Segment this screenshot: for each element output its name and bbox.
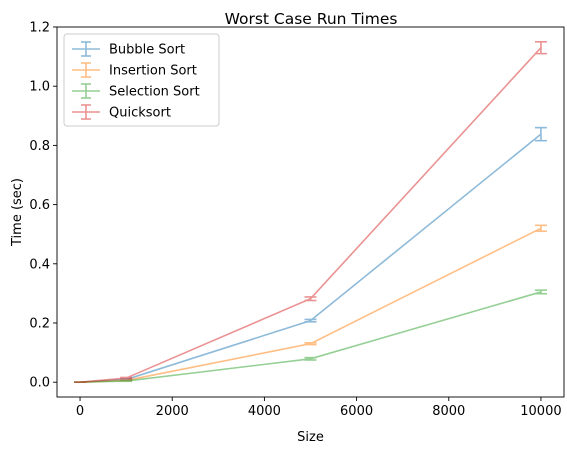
legend-label: Quicksort — [109, 106, 171, 121]
x-tick-label: 4000 — [248, 404, 281, 419]
x-tick-label: 2000 — [156, 404, 189, 419]
x-axis-label: Size — [297, 430, 324, 445]
x-tick-label: 8000 — [432, 404, 465, 419]
y-tick-label: 0.2 — [29, 317, 50, 332]
legend: Bubble Sort Insertion Sort Selection Sort Q… — [63, 33, 220, 127]
series-selection-sort — [74, 289, 547, 384]
y-tick-label: 0.0 — [29, 376, 50, 391]
x-tick-label: 6000 — [340, 404, 373, 419]
y-tick-label: 0.8 — [29, 139, 50, 154]
legend-label: Insertion Sort — [109, 64, 197, 79]
series-layer — [74, 40, 547, 384]
legend-swatch — [72, 83, 100, 99]
chart-title: Worst Case Run Times — [225, 10, 398, 28]
y-tick-label: 0.4 — [29, 257, 50, 272]
series-line — [80, 291, 542, 383]
y-axis-label: Time (sec) — [10, 178, 25, 247]
legend-box — [63, 33, 220, 127]
plot-frame — [56, 26, 565, 398]
x-tick-label: 0 — [76, 404, 84, 419]
y-tick-label: 0.6 — [29, 198, 50, 213]
series-quicksort — [74, 40, 547, 384]
legend-swatch — [72, 104, 100, 120]
legend-swatch — [72, 62, 100, 78]
y-tick-label: 1.0 — [29, 80, 50, 95]
x-tick-label: 10000 — [520, 404, 561, 419]
legend-swatch — [72, 41, 100, 57]
axis-ticks: 0 2000 4000 6000 8000 10000 0.0 0.2 0.4 0.6 0.8 1.0… — [29, 21, 561, 420]
series-line — [79, 47, 542, 383]
legend-label: Bubble Sort — [109, 43, 185, 58]
legend-label: Selection Sort — [109, 85, 200, 100]
y-tick-label: 1.2 — [29, 21, 50, 36]
